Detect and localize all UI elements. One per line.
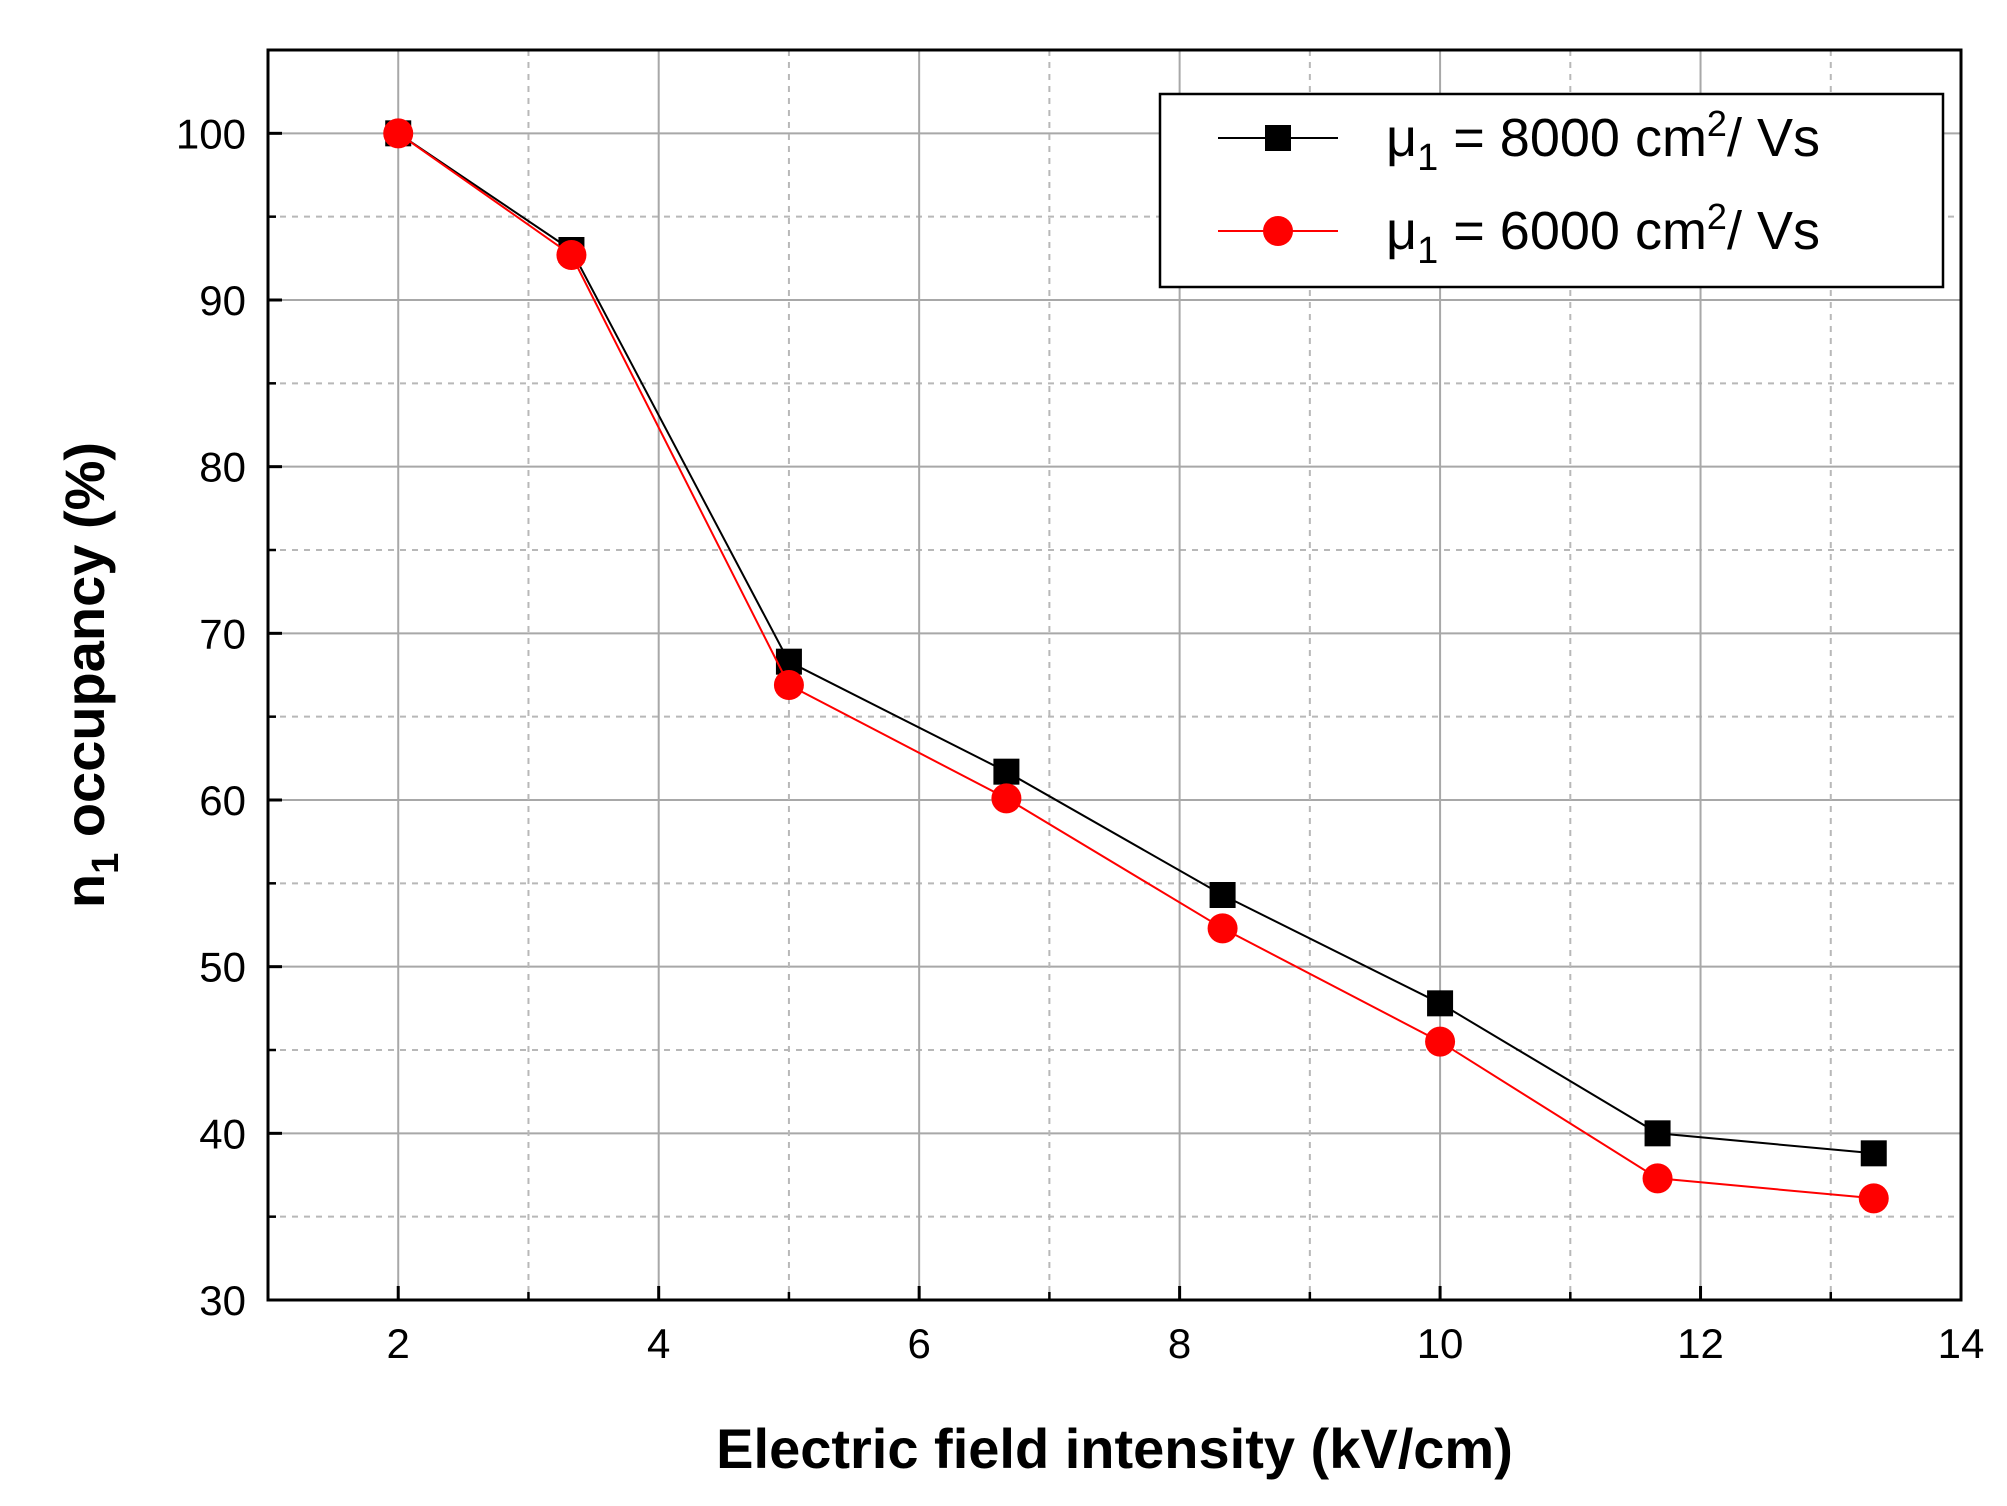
legend: μ1 = 8000 cm2/ Vs μ1 = 6000 cm2/ Vs (1158, 92, 1945, 289)
data-point (1860, 1140, 1887, 1167)
y-tick-label: 90 (199, 277, 246, 324)
series-group (383, 118, 1889, 1214)
data-point (773, 670, 804, 700)
y-axis-title: n1 occupancy (%) (53, 442, 127, 908)
data-point (991, 783, 1022, 814)
legend-label-8000: μ1 = 8000 cm2/ Vs (1386, 103, 1820, 179)
legend-entry-8000: μ1 = 8000 cm2/ Vs (1218, 103, 1820, 179)
x-tick-label: 10 (1417, 1320, 1464, 1367)
legend-eq: = 8000 cm (1438, 108, 1707, 168)
legend-marker-shape (1263, 216, 1293, 246)
data-point (1209, 882, 1236, 908)
data-point (383, 118, 414, 149)
data-point (556, 240, 587, 270)
y-tick-label: 40 (199, 1110, 246, 1157)
legend-entry-6000: μ1 = 6000 cm2/ Vs (1218, 196, 1820, 272)
x-tick-label: 6 (907, 1320, 930, 1367)
series-line (397, 132, 1874, 1200)
x-tick-label: 12 (1677, 1320, 1724, 1367)
series-line (397, 132, 1874, 1155)
y-axis-title-subscript: 1 (85, 853, 127, 874)
y-tick-label: 80 (199, 444, 246, 491)
legend-mu: μ (1386, 201, 1417, 261)
legend-sup: 2 (1707, 103, 1727, 144)
x-axis-title: Electric field intensity (kV/cm) (716, 1417, 1513, 1480)
plot-area-frame (266, 48, 1963, 1302)
y-tick-label: 30 (199, 1277, 246, 1324)
data-point (1642, 1163, 1673, 1194)
data-point (1644, 1120, 1671, 1147)
data-point (1425, 1026, 1456, 1057)
y-tick-label: 60 (199, 777, 246, 824)
x-tick-label: 2 (387, 1320, 410, 1367)
legend-sup: 2 (1707, 196, 1727, 237)
x-tick-label: 4 (647, 1320, 670, 1367)
data-point (1858, 1183, 1889, 1214)
series-8000 (385, 120, 1887, 1167)
data-point (1427, 990, 1454, 1017)
series-6000 (383, 118, 1889, 1214)
y-axis-title-base: n (53, 874, 116, 908)
legend-unit: / Vs (1727, 201, 1820, 261)
legend-sub: 1 (1417, 137, 1438, 179)
y-tick-label: 100 (176, 110, 246, 157)
y-axis-title-rest: occupancy (%) (53, 442, 116, 853)
data-point (1207, 913, 1238, 944)
legend-mu: μ (1386, 108, 1417, 168)
y-tick-label: 50 (199, 944, 246, 991)
legend-marker-square (1265, 125, 1291, 151)
legend-sub: 1 (1417, 230, 1438, 272)
legend-marker-shape (1265, 125, 1291, 151)
data-point (993, 758, 1020, 785)
x-tick-label: 14 (1938, 1320, 1985, 1367)
legend-eq: = 6000 cm (1438, 201, 1707, 261)
x-tick-label: 8 (1168, 1320, 1191, 1367)
legend-unit: / Vs (1727, 108, 1820, 168)
y-tick-label: 70 (199, 610, 246, 657)
legend-marker-circle (1263, 216, 1293, 246)
legend-label-6000: μ1 = 6000 cm2/ Vs (1386, 196, 1820, 272)
